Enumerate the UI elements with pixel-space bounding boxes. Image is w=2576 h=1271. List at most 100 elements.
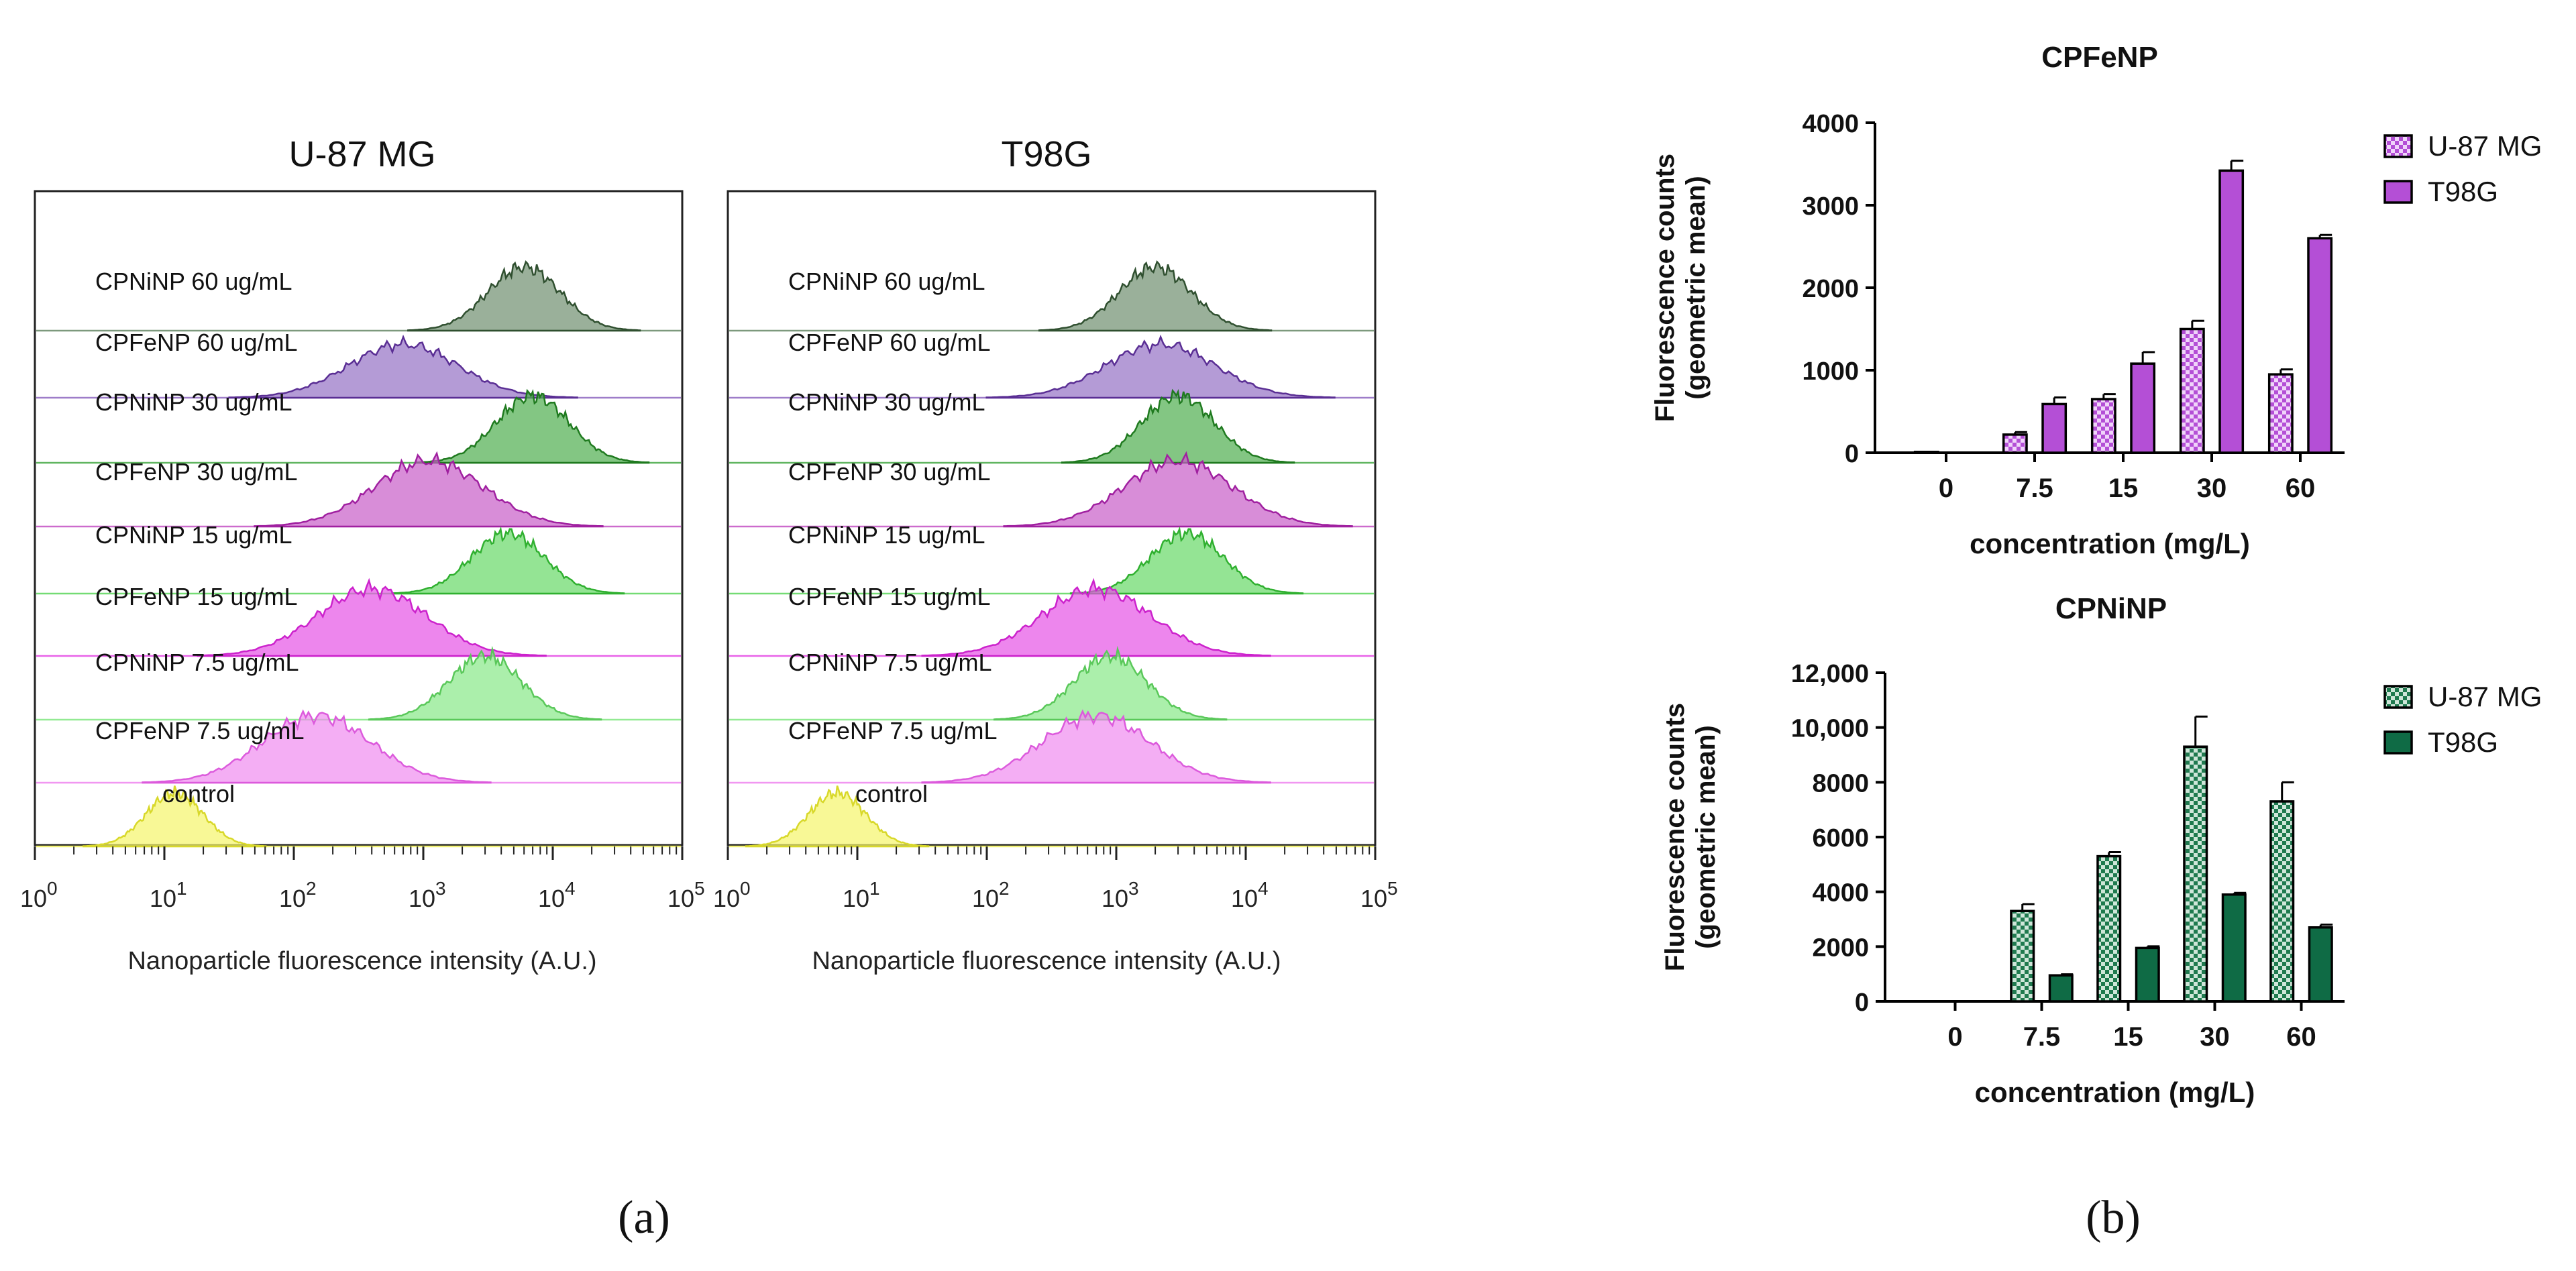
cpfenp-y-axis-label: Fluorescence counts(geometric mean) xyxy=(1650,154,1711,422)
cpninp-bar-u-87-mg-30 xyxy=(2183,745,2208,1003)
cpninp-bar-u-87-mg-60 xyxy=(2269,800,2295,1003)
cpfenp-x-tick-label: 60 xyxy=(2286,474,2316,503)
u87-track-label-7: CPFeNP 7.5 ug/mL xyxy=(95,717,304,744)
u87-track-label-4: CPNiNP 15 ug/mL xyxy=(95,521,292,549)
t98g-track-labels: CPNiNP 60 ug/mL CPFeNP 60 ug/mL CPNiNP 30 … xyxy=(788,268,997,808)
cpninp-x-tick-label: 15 xyxy=(2113,1022,2143,1052)
u87-track-label-5: CPFeNP 15 ug/mL xyxy=(95,583,297,610)
panel-b-bar-charts: CPFeNP CPNiNP 01000200030004000Fluoresce… xyxy=(1650,41,2542,1244)
cpninp-y-tick-label: 2000 xyxy=(1812,934,1869,962)
chart-title-cpninp: CPNiNP xyxy=(2055,592,2167,625)
u87-histogram-6 xyxy=(368,645,602,721)
u87-histogram-2 xyxy=(415,388,650,464)
cpninp-bar-chart: 0 2000 4000 6000 8000 10,000 12,000 Fluorescenc… xyxy=(1660,660,2542,1108)
t98g-histogram-1 xyxy=(985,334,1336,399)
cpninp-bar-t98g-30 xyxy=(2221,893,2247,1003)
cpninp-legend-label-0: U-87 MG xyxy=(2428,681,2542,712)
cpfenp-y-tick-label: 1000 xyxy=(1802,357,1859,386)
cpfenp-y-tick-label: 3000 xyxy=(1802,192,1859,221)
cpninp-y-tick-label: 6000 xyxy=(1812,824,1869,852)
t98g-x-axis: 100 101 102 103 104 105 xyxy=(713,846,1398,912)
cpninp-x-axis-label: concentration (mg/L) xyxy=(1975,1076,2255,1108)
cpninp-x-tick-label: 0 xyxy=(1947,1022,1962,1052)
panel-label-b: (b) xyxy=(2086,1192,2141,1244)
cpfenp-bar-u-87-mg-15 xyxy=(2090,398,2116,454)
subtitle-t98g: T98G xyxy=(1001,134,1091,174)
cpninp-y-tick-label: 0 xyxy=(1855,989,1869,1017)
cpninp-y-axis-label: Fluorescence counts(geometric mean) xyxy=(1660,703,1721,971)
u87-x-axis: 100 101 102 103 104 105 xyxy=(20,846,705,912)
t98g-track-label-1: CPFeNP 60 ug/mL xyxy=(788,329,990,356)
cpninp-bar-u-87-mg-7.5 xyxy=(2010,909,2035,1003)
t98g-track-label-8: control xyxy=(855,780,928,808)
u87-x-axis-label: Nanoparticle fluorescence intensity (A.U… xyxy=(127,947,596,975)
cpfenp-bar-u-87-mg-30 xyxy=(2179,327,2205,454)
u87-histogram-tracks xyxy=(36,260,681,848)
cpfenp-y-tick-label: 0 xyxy=(1845,440,1859,468)
u87-track-label-6: CPNiNP 7.5 ug/mL xyxy=(95,649,299,676)
u87-tick-label-3: 103 xyxy=(409,878,446,912)
u87-tick-label-0: 100 xyxy=(20,878,58,912)
cpfenp-bar-u-87-mg-7.5 xyxy=(2002,433,2028,454)
t98g-histogram-7 xyxy=(921,709,1271,784)
u87-track-label-3: CPFeNP 30 ug/mL xyxy=(95,458,297,486)
cpninp-x-tick-label: 30 xyxy=(2200,1022,2230,1052)
cpfenp-y-tick-label: 2000 xyxy=(1802,275,1859,303)
cpfenp-x-tick-label: 30 xyxy=(2197,474,2227,503)
t98g-track-label-0: CPNiNP 60 ug/mL xyxy=(788,268,985,295)
t98g-track-label-7: CPFeNP 7.5 ug/mL xyxy=(788,717,997,744)
t98g-histogram-8 xyxy=(745,785,930,848)
cpninp-legend-swatch-0 xyxy=(2383,685,2413,709)
cpninp-bar-t98g-15 xyxy=(2135,946,2160,1003)
t98g-histogram-tracks xyxy=(729,260,1374,848)
cpninp-y-tick-label: 8000 xyxy=(1812,769,1869,797)
t98g-track-label-5: CPFeNP 15 ug/mL xyxy=(788,583,990,610)
u87-track-label-8: control xyxy=(162,780,235,808)
u87-histogram-7 xyxy=(142,709,492,784)
cpninp-y-tick-label: 4000 xyxy=(1812,879,1869,907)
t98g-histogram-5 xyxy=(921,577,1271,657)
panel-a-histograms: U-87 MG T98G CPNiNP 60 ug/mL CPFeNP 60 ug… xyxy=(20,134,1398,1244)
cpninp-legend-swatch-1 xyxy=(2383,730,2413,755)
u87-histogram-8 xyxy=(83,785,267,848)
cpninp-bar-t98g-7.5 xyxy=(2048,974,2074,1003)
u87-tick-label-1: 101 xyxy=(150,878,187,912)
cpninp-x-tick-label: 7.5 xyxy=(2023,1022,2061,1052)
cpfenp-bar-t98g-30 xyxy=(2218,169,2245,454)
t98g-plot-frame xyxy=(727,190,1377,846)
u87-histogram-4 xyxy=(390,526,625,595)
cpfenp-legend-swatch-0 xyxy=(2383,134,2413,158)
cpninp-bar-t98g-60 xyxy=(2308,926,2333,1003)
t98g-tick-label-5: 105 xyxy=(1360,878,1398,912)
u87-histogram-0 xyxy=(407,260,641,332)
cpfenp-bar-t98g-15 xyxy=(2130,362,2156,454)
u87-tick-label-4: 104 xyxy=(538,878,576,912)
cpfenp-bar-chart: 0 1000 2000 3000 4000 Fluorescence counts(geo… xyxy=(1650,110,2542,559)
t98g-track-label-3: CPFeNP 30 ug/mL xyxy=(788,458,990,486)
cpninp-x-tick-label: 60 xyxy=(2286,1022,2316,1052)
cpfenp-x-tick-label: 0 xyxy=(1939,474,1953,503)
t98g-histogram-0 xyxy=(1038,260,1273,332)
t98g-track-label-2: CPNiNP 30 ug/mL xyxy=(788,388,985,416)
cpfenp-bar-u-87-mg-0 xyxy=(1913,451,1939,454)
cpfenp-y-tick-label: 4000 xyxy=(1802,110,1859,138)
cpfenp-bar-u-87-mg-60 xyxy=(2267,373,2294,454)
cpninp-y-tick-label: 10,000 xyxy=(1791,715,1869,743)
u87-track-label-1: CPFeNP 60 ug/mL xyxy=(95,329,297,356)
chart-title-cpfenp: CPFeNP xyxy=(2041,41,2158,74)
cpfenp-legend-label-1: T98G xyxy=(2428,176,2498,207)
cpfenp-legend-swatch-1 xyxy=(2383,180,2413,204)
t98g-tick-label-0: 100 xyxy=(713,878,751,912)
u87-tick-label-2: 102 xyxy=(279,878,317,912)
cpninp-legend-label-1: T98G xyxy=(2428,726,2498,758)
t98g-histogram-4 xyxy=(1069,526,1304,595)
cpfenp-x-axis-label: concentration (mg/L) xyxy=(1970,528,2250,559)
t98g-histogram-2 xyxy=(1061,388,1295,464)
t98g-tick-label-1: 101 xyxy=(843,878,880,912)
u87-track-label-2: CPNiNP 30 ug/mL xyxy=(95,388,292,416)
u87-tick-label-5: 105 xyxy=(667,878,705,912)
cpfenp-legend-label-0: U-87 MG xyxy=(2428,130,2542,162)
panel-label-a: (a) xyxy=(618,1192,670,1244)
cpfenp-x-tick-label: 15 xyxy=(2108,474,2139,503)
